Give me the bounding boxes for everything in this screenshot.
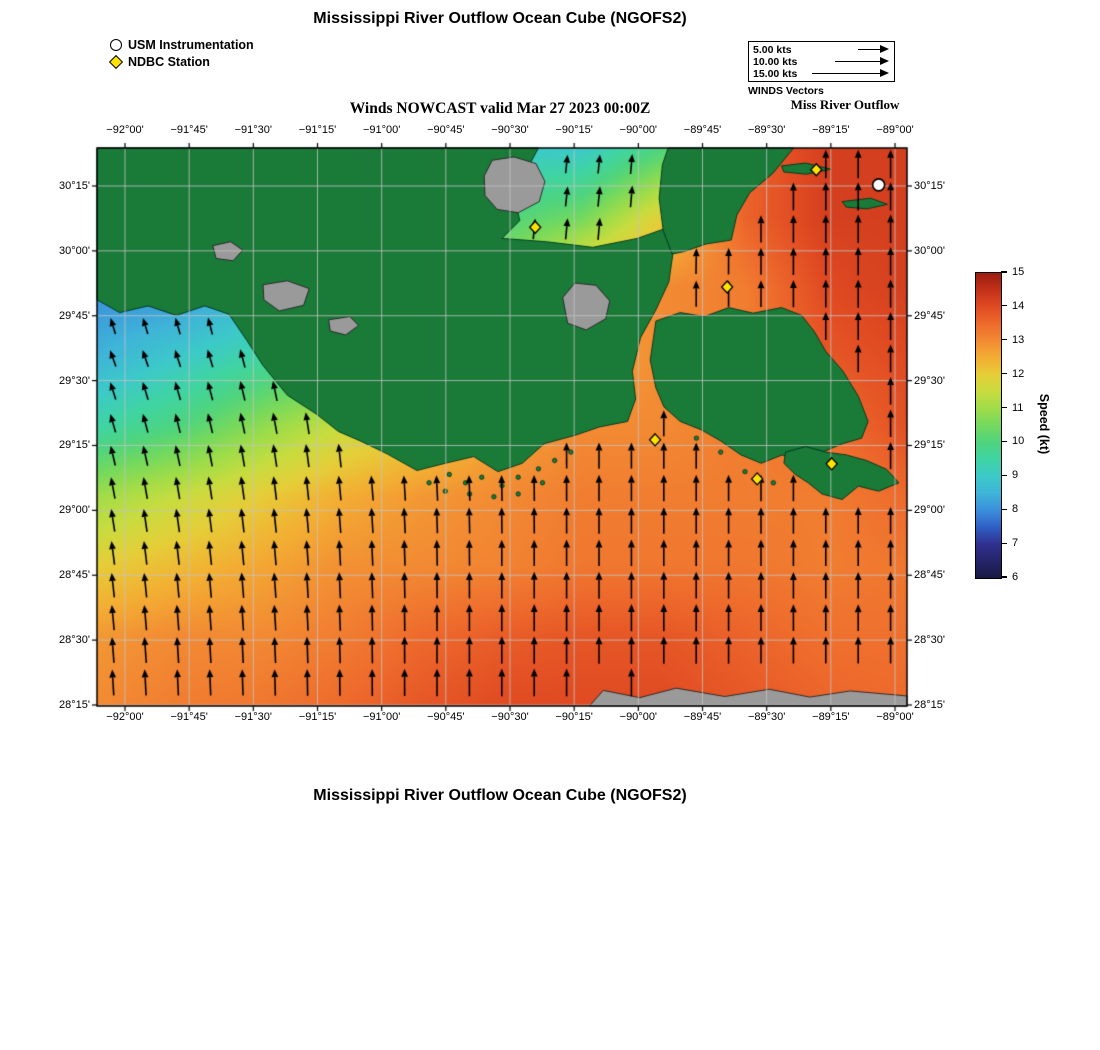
colorbar-label: Speed (kt) [1037, 393, 1051, 455]
wind-map-canvas [89, 140, 915, 714]
colorbar-tick-mark [1001, 373, 1007, 375]
x-tick-label: −91°30' [234, 711, 273, 723]
ndbc-legend-label: NDBC Station [128, 54, 210, 69]
y-tick-label: 28°30' [59, 634, 90, 647]
colorbar-tick-mark [1001, 576, 1007, 578]
usm-circle-icon [110, 38, 122, 51]
vector-arrow-icon [805, 68, 890, 79]
vector-legend-row: 15.00 kts [753, 67, 890, 80]
colorbar-tick-mark [1001, 542, 1007, 544]
x-tick-label: −90°00' [619, 711, 658, 723]
vector-speed-label: 5.00 kts [753, 43, 792, 56]
usm-legend-label: USM Instrumentation [128, 37, 254, 52]
colorbar-tick-label: 15 [1012, 266, 1025, 278]
colorbar-tick-label: 6 [1012, 571, 1019, 583]
x-tick-label: −90°15' [555, 124, 593, 136]
x-tick-label: −91°45' [170, 124, 208, 136]
x-tick-label: −91°00' [362, 711, 401, 723]
colorbar-tick-label: 10 [1012, 435, 1025, 448]
y-tick-label: 30°00' [59, 244, 90, 257]
y-tick-label: 29°30' [59, 374, 90, 387]
colorbar-tick-mark [1001, 508, 1007, 510]
y-tick-label: 30°00' [914, 244, 945, 257]
y-tick-label: 29°00' [59, 504, 90, 517]
colorbar-tick-label: 9 [1012, 469, 1019, 482]
x-tick-label: −89°15' [812, 711, 850, 723]
x-tick-label: −89°30' [747, 711, 786, 723]
x-tick-label: −90°00' [619, 124, 658, 136]
wind-vector-legend: 5.00 kts 10.00 kts 15.00 kts [748, 41, 895, 82]
figure-title-top: Mississippi River Outflow Ocean Cube (NG… [313, 10, 687, 27]
colorbar-tick-label: 8 [1012, 503, 1019, 516]
x-tick-label: −90°15' [555, 711, 593, 723]
x-tick-label: −91°30' [234, 124, 273, 136]
x-tick-label: −90°45' [427, 124, 465, 136]
vector-speed-label: 15.00 kts [753, 67, 798, 80]
colorbar-tick-mark [1001, 339, 1007, 341]
x-tick-label: −89°45' [683, 711, 722, 723]
x-tick-label: −92°00' [106, 711, 144, 723]
legend-item-ndbc: NDBC Station [108, 53, 254, 70]
y-tick-label: 28°15' [59, 698, 90, 711]
x-tick-label: −90°45' [427, 711, 465, 723]
y-tick-label: 29°00' [914, 504, 945, 517]
vector-speed-label: 10.00 kts [753, 55, 798, 68]
x-tick-label: −89°00' [876, 711, 914, 723]
x-tick-label: −92°00' [106, 124, 144, 136]
map-subtitle: Winds NOWCAST valid Mar 27 2023 00:00Z [349, 100, 651, 117]
y-tick-label: 28°45' [914, 569, 945, 582]
colorbar-tick-mark [1001, 406, 1007, 409]
x-tick-label: −89°00' [876, 124, 914, 136]
vector-legend-caption: WINDS Vectors [748, 85, 824, 97]
vector-arrow-icon [805, 44, 890, 55]
colorbar-tick-label: 13 [1012, 333, 1025, 346]
ndbc-diamond-icon [108, 54, 124, 69]
colorbar-tick-mark [1001, 305, 1007, 307]
x-tick-label: −89°30' [747, 124, 786, 136]
vector-arrow-icon [805, 56, 890, 67]
x-tick-label: −91°00' [362, 124, 401, 136]
y-tick-label: 28°15' [914, 698, 945, 711]
y-tick-label: 28°45' [59, 569, 90, 582]
y-tick-label: 29°15' [914, 439, 945, 452]
y-tick-label: 29°45' [914, 309, 945, 322]
colorbar-tick-mark [1001, 440, 1007, 443]
y-tick-label: 30°15' [914, 179, 945, 192]
colorbar-gradient [976, 273, 1001, 578]
marker-legend: USM Instrumentation NDBC Station [108, 36, 254, 70]
figure-title-bottom: Mississippi River Outflow Ocean Cube (NG… [313, 787, 687, 804]
x-tick-label: −89°15' [812, 124, 850, 136]
colorbar-tick-label: 14 [1012, 299, 1025, 312]
x-tick-label: −90°30' [491, 711, 529, 723]
y-tick-label: 29°30' [914, 374, 945, 387]
colorbar-tick-mark [1001, 474, 1007, 476]
y-tick-label: 29°45' [59, 309, 90, 322]
x-tick-label: −90°30' [491, 124, 529, 136]
x-tick-label: −91°15' [298, 124, 337, 136]
vector-legend-row: 10.00 kts [753, 55, 890, 68]
colorbar [975, 272, 1002, 579]
y-tick-label: 30°15' [59, 179, 90, 192]
y-tick-label: 29°15' [59, 439, 90, 452]
x-tick-label: −91°45' [170, 711, 208, 723]
region-label: Miss River Outflow [790, 97, 900, 112]
y-tick-label: 28°30' [914, 634, 945, 647]
colorbar-tick-label: 7 [1012, 537, 1019, 550]
colorbar-tick-mark [1001, 271, 1007, 273]
vector-legend-row: 5.00 kts [753, 43, 890, 56]
colorbar-tick-label: 11 [1012, 401, 1024, 414]
legend-item-usm: USM Instrumentation [110, 36, 254, 53]
x-tick-label: −89°45' [683, 124, 722, 136]
x-tick-label: −91°15' [298, 711, 337, 723]
colorbar-tick-label: 12 [1012, 367, 1025, 380]
